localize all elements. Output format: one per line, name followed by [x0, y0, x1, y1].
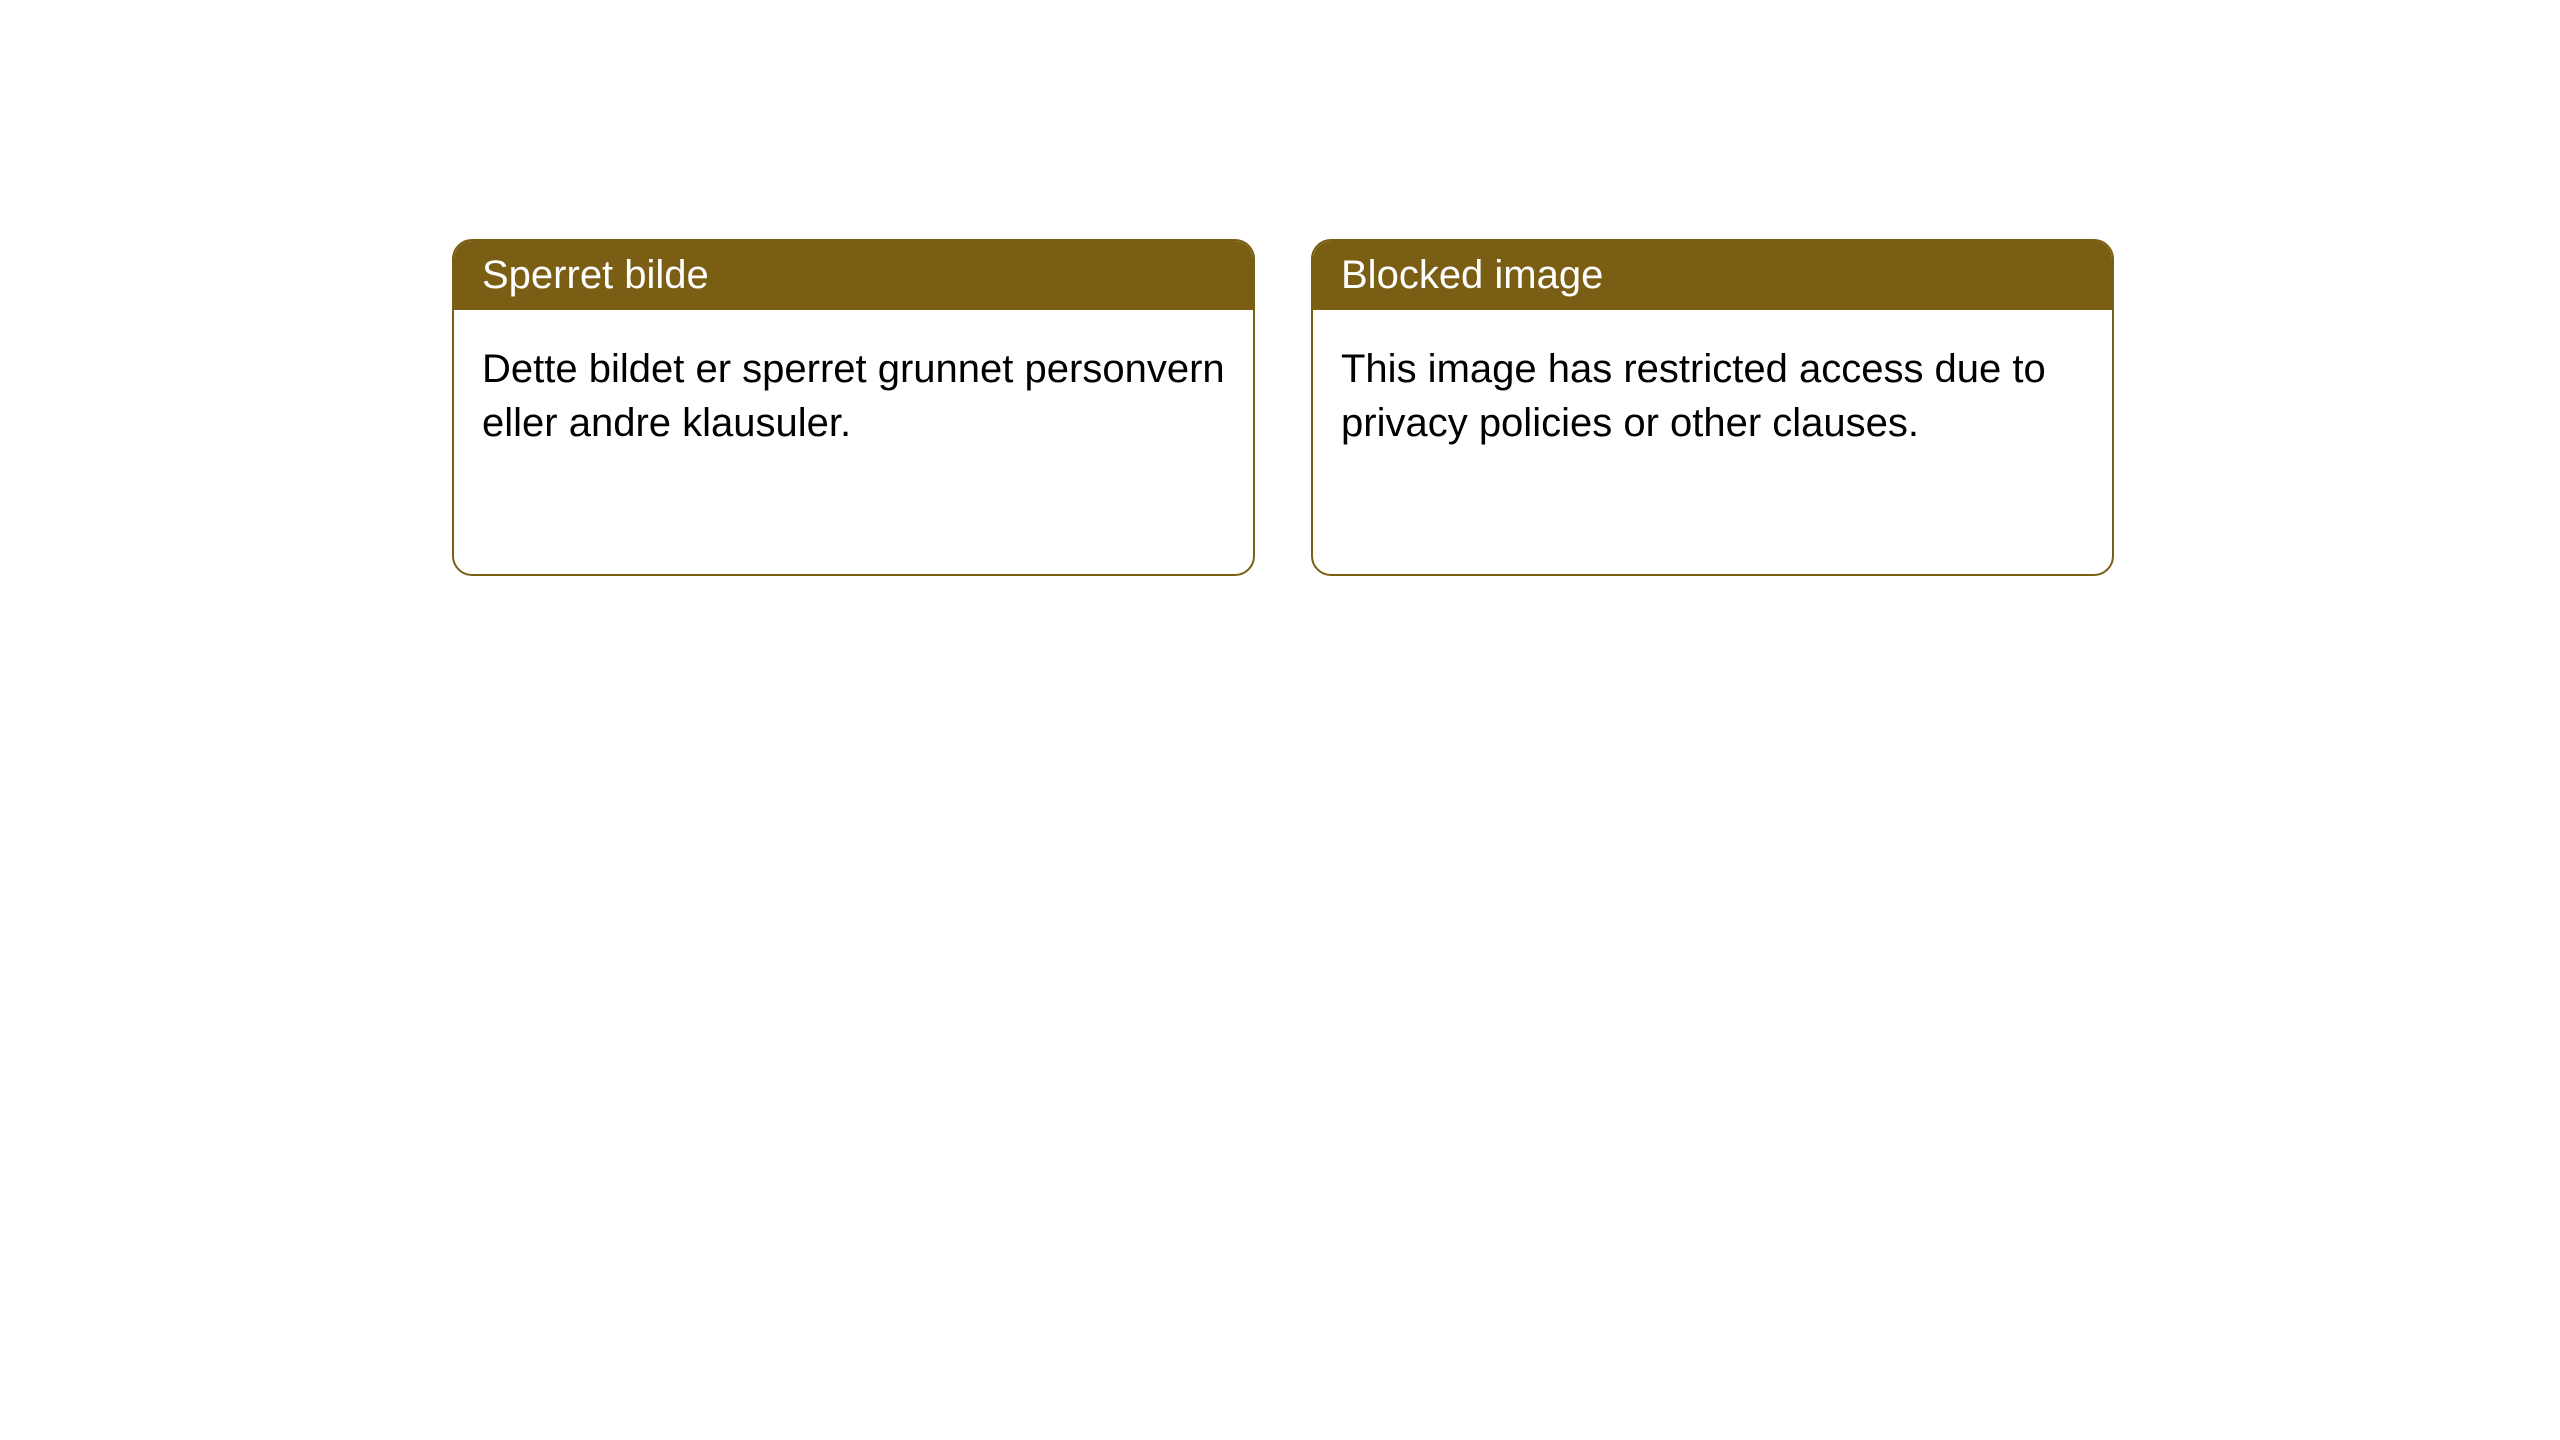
- notice-card-no: Sperret bilde Dette bildet er sperret gr…: [452, 239, 1255, 576]
- notice-card-body-no: Dette bildet er sperret grunnet personve…: [454, 310, 1253, 482]
- notice-card-body-en: This image has restricted access due to …: [1313, 310, 2112, 482]
- notice-card-title-en: Blocked image: [1313, 241, 2112, 310]
- notice-cards-row: Sperret bilde Dette bildet er sperret gr…: [452, 239, 2560, 576]
- notice-card-en: Blocked image This image has restricted …: [1311, 239, 2114, 576]
- notice-card-title-no: Sperret bilde: [454, 241, 1253, 310]
